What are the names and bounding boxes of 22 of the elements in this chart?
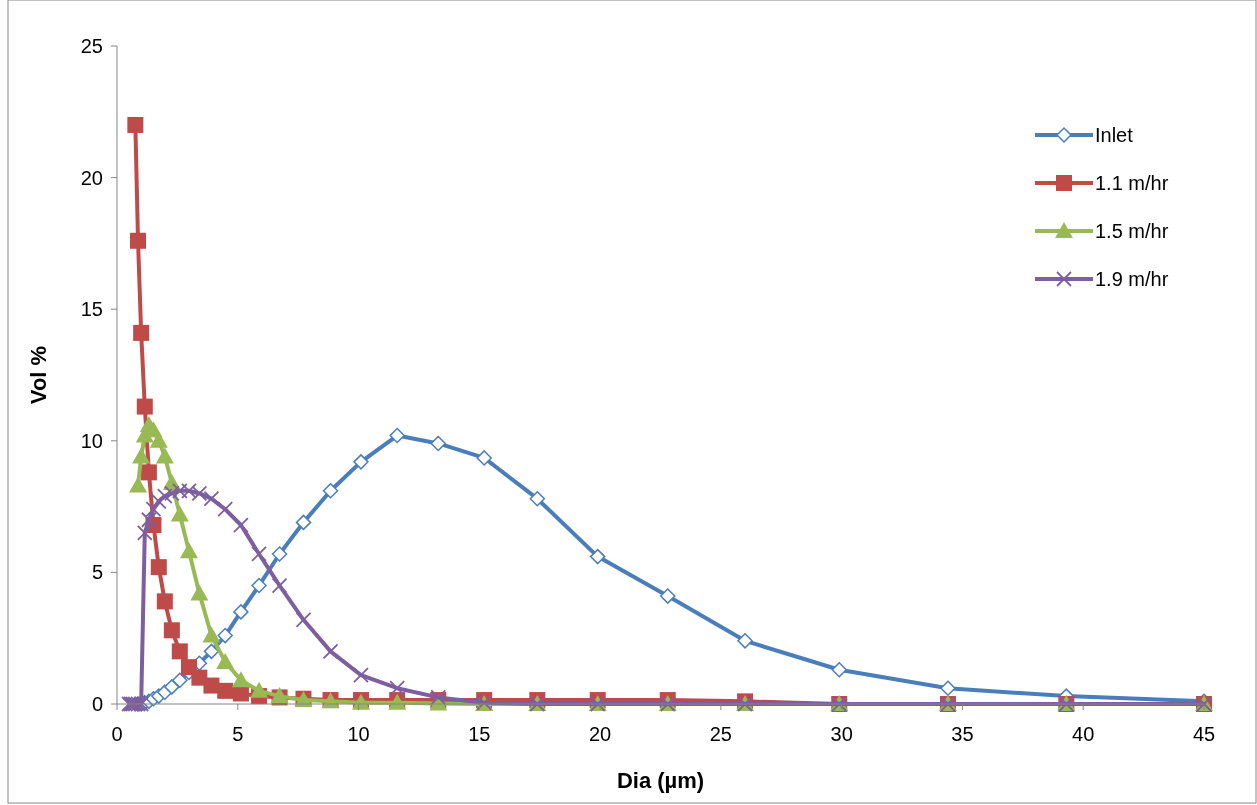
y-tick-label: 20 — [80, 166, 103, 189]
x-tick-label: 45 — [1192, 723, 1216, 745]
y-tick-label: 0 — [91, 693, 103, 715]
x-tick-label: 15 — [468, 723, 491, 745]
x-tick-label: 10 — [347, 723, 370, 745]
y-axis-title: Vol % — [26, 345, 51, 405]
x-tick-label: 0 — [111, 723, 123, 745]
y-tick-label: 15 — [80, 298, 103, 321]
y-tick-label: 10 — [80, 429, 103, 452]
x-tick-label: 40 — [1072, 723, 1095, 745]
legend-label: 1.1 m/hr — [1095, 172, 1169, 194]
legend-label: 1.9 m/hr — [1095, 268, 1169, 290]
x-tick-label: 35 — [951, 723, 974, 745]
legend-label: 1.5 m/hr — [1095, 220, 1169, 242]
x-tick-label: 25 — [709, 723, 733, 745]
x-axis-title: Dia (µm) — [616, 768, 705, 793]
x-tick-label: 5 — [232, 723, 244, 745]
x-tick-label: 30 — [830, 723, 853, 745]
y-tick-label: 25 — [80, 35, 103, 57]
x-tick-label: 20 — [588, 723, 612, 745]
y-tick-label: 5 — [91, 561, 103, 584]
legend-label: Inlet — [1095, 124, 1134, 146]
